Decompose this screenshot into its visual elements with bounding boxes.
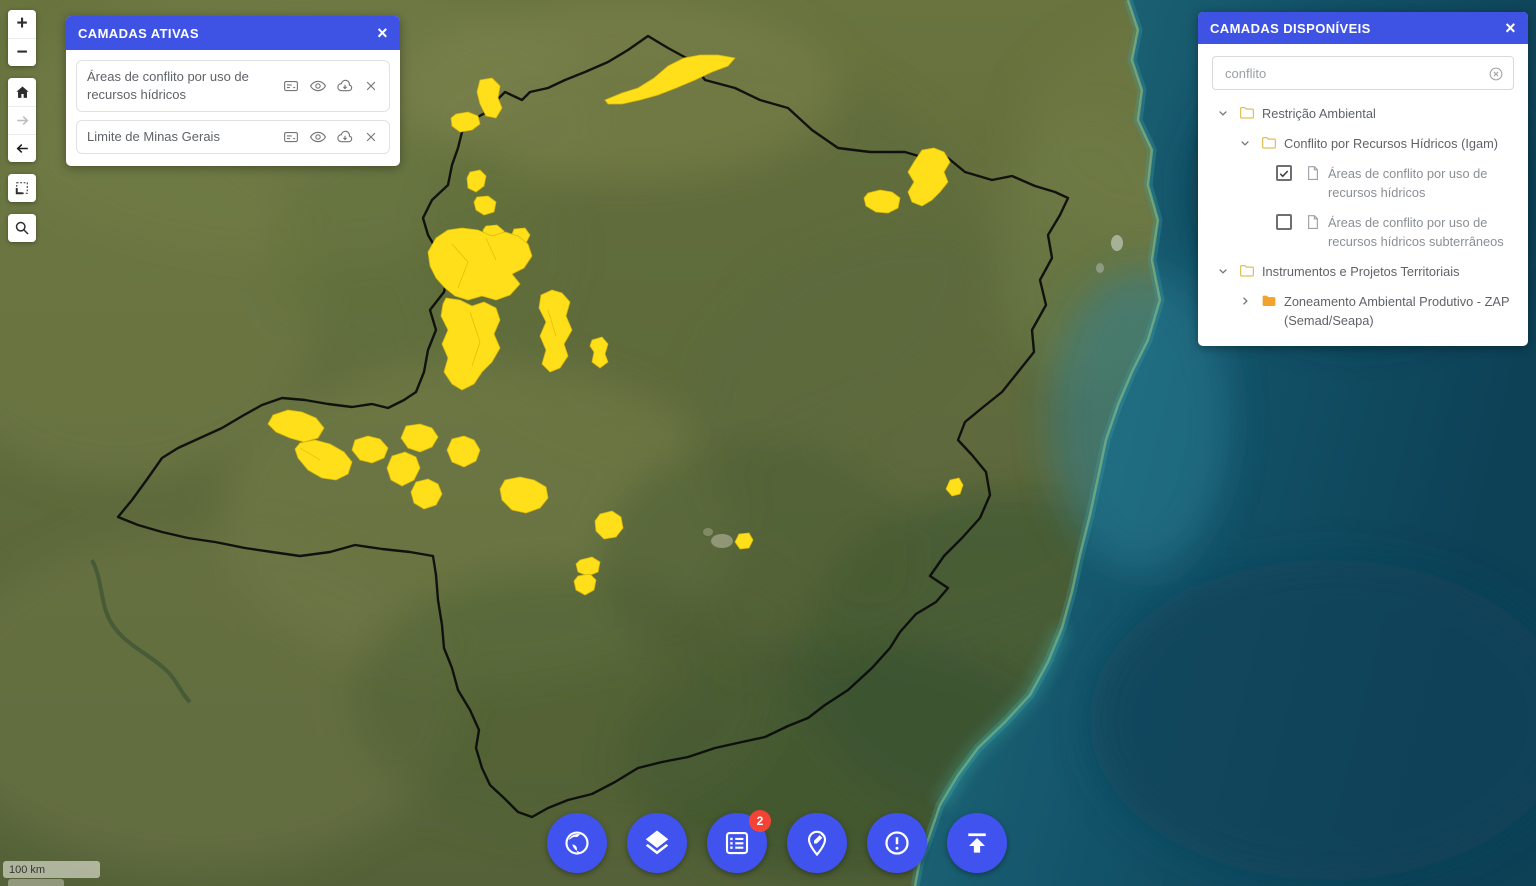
tree-label: Zoneamento Ambiental Produtivo - ZAP (Se…: [1284, 294, 1510, 328]
close-icon: [363, 78, 379, 94]
tree-folder-instrumentos-projetos[interactable]: Instrumentos e Projetos Territoriais: [1214, 262, 1514, 281]
edit-location-icon: [802, 828, 832, 858]
zoom-in-button[interactable]: +: [8, 10, 36, 38]
tree-label: Áreas de conflito por uso de recursos hí…: [1328, 166, 1488, 200]
cloud-download-icon: [336, 77, 354, 95]
remove-layer-button[interactable]: [363, 78, 379, 94]
urban-areas: [703, 235, 1123, 548]
layer-search: [1212, 56, 1514, 90]
folder-icon: [1238, 262, 1256, 280]
close-icon[interactable]: ×: [1505, 18, 1516, 38]
cloud-download-icon: [336, 128, 354, 146]
error-outline-icon: [882, 828, 912, 858]
chevron-down-icon[interactable]: [1236, 134, 1254, 152]
legend-button[interactable]: [282, 128, 300, 146]
map-toolbar: + −: [8, 10, 36, 254]
layer-name: Áreas de conflito por uso de recursos hí…: [87, 69, 249, 102]
arrow-right-icon: [14, 112, 31, 129]
upload-icon: [962, 828, 992, 858]
legend-icon: [282, 77, 300, 95]
upload-button[interactable]: [947, 813, 1007, 873]
folder-icon: [1238, 104, 1256, 122]
active-layer-row: Áreas de conflito por uso de recursos hí…: [76, 60, 390, 112]
close-icon[interactable]: ×: [377, 23, 388, 43]
folder-filled-icon: [1260, 292, 1278, 310]
chevron-right-icon[interactable]: [1236, 292, 1254, 310]
active-layers-header: CAMADAS ATIVAS ×: [66, 16, 400, 50]
chevron-down-icon[interactable]: [1214, 104, 1232, 122]
available-layers-title: CAMADAS DISPONÍVEIS: [1210, 20, 1371, 36]
checkbox-checked[interactable]: [1276, 165, 1292, 181]
legend-button[interactable]: [282, 77, 300, 95]
active-layers-panel: CAMADAS ATIVAS × Áreas de conflito por u…: [66, 16, 400, 166]
layers-button[interactable]: [627, 813, 687, 873]
zoom-out-button[interactable]: −: [8, 38, 36, 66]
close-icon: [363, 129, 379, 145]
conflict-areas-layer: [267, 54, 964, 596]
basemap-button[interactable]: [547, 813, 607, 873]
globe-icon: [562, 828, 592, 858]
attribution-bar: [8, 879, 64, 886]
active-layer-row: Limite de Minas Gerais: [76, 120, 390, 154]
check-icon: [1278, 167, 1290, 180]
download-button[interactable]: [336, 128, 354, 146]
clear-icon: [1487, 65, 1505, 83]
arrow-left-icon: [14, 140, 31, 157]
chevron-down-icon[interactable]: [1214, 262, 1232, 280]
tree-label: Instrumentos e Projetos Territoriais: [1262, 264, 1460, 279]
visibility-button[interactable]: [309, 128, 327, 146]
tree-label: Restrição Ambiental: [1262, 106, 1376, 121]
layer-name: Limite de Minas Gerais: [87, 129, 220, 144]
river: [90, 559, 192, 704]
file-icon: [1304, 213, 1322, 231]
tree-layer-areas-conflito-subterraneos[interactable]: Áreas de conflito por uso de recursos hí…: [1276, 213, 1514, 251]
tree-layer-areas-conflito[interactable]: Áreas de conflito por uso de recursos hí…: [1276, 164, 1514, 202]
layers-icon: [642, 828, 672, 858]
search-button[interactable]: [8, 214, 36, 242]
back-button[interactable]: [8, 134, 36, 162]
remove-layer-button[interactable]: [363, 129, 379, 145]
active-layers-title: CAMADAS ATIVAS: [78, 25, 199, 41]
visibility-button[interactable]: [309, 77, 327, 95]
eye-icon: [309, 77, 327, 95]
home-button[interactable]: [8, 78, 36, 106]
tree-label: Áreas de conflito por uso de recursos hí…: [1328, 215, 1504, 249]
home-icon: [14, 84, 31, 101]
edit-location-button[interactable]: [787, 813, 847, 873]
tree-label: Conflito por Recursos Hídricos (Igam): [1284, 136, 1499, 151]
tree-folder-conflito-recursos-hidricos[interactable]: Conflito por Recursos Hídricos (Igam): [1236, 134, 1514, 153]
list-table-icon: [722, 828, 752, 858]
folder-icon: [1260, 134, 1278, 152]
tree-folder-restricao-ambiental[interactable]: Restrição Ambiental: [1214, 104, 1514, 123]
tree-folder-zoneamento-zap[interactable]: Zoneamento Ambiental Produtivo - ZAP (Se…: [1236, 292, 1514, 330]
clear-search-button[interactable]: [1487, 65, 1505, 83]
table-count-badge: 2: [749, 810, 771, 832]
scale-label: 100 km: [9, 863, 46, 876]
layer-tree: Restrição Ambiental Conflito por Recurso…: [1212, 104, 1514, 330]
extent-select-button[interactable]: [8, 174, 36, 202]
eye-icon: [309, 128, 327, 146]
available-layers-header: CAMADAS DISPONÍVEIS ×: [1198, 12, 1528, 44]
bottom-toolbar: 2: [547, 810, 1007, 873]
available-layers-panel: CAMADAS DISPONÍVEIS × Restrição Ambienta…: [1198, 12, 1528, 346]
attribute-table-button[interactable]: 2: [707, 810, 771, 873]
info-button[interactable]: [867, 813, 927, 873]
search-icon: [13, 219, 31, 237]
extent-icon: [13, 179, 31, 197]
legend-icon: [282, 128, 300, 146]
state-border-minas-gerais: [116, 34, 1070, 819]
file-icon: [1304, 164, 1322, 182]
download-button[interactable]: [336, 77, 354, 95]
scale-bar: 100 km: [3, 861, 100, 878]
conflict-area-subdivisions: [299, 237, 557, 461]
forward-button[interactable]: [8, 106, 36, 134]
checkbox-unchecked[interactable]: [1276, 214, 1292, 230]
search-input[interactable]: [1213, 65, 1513, 81]
